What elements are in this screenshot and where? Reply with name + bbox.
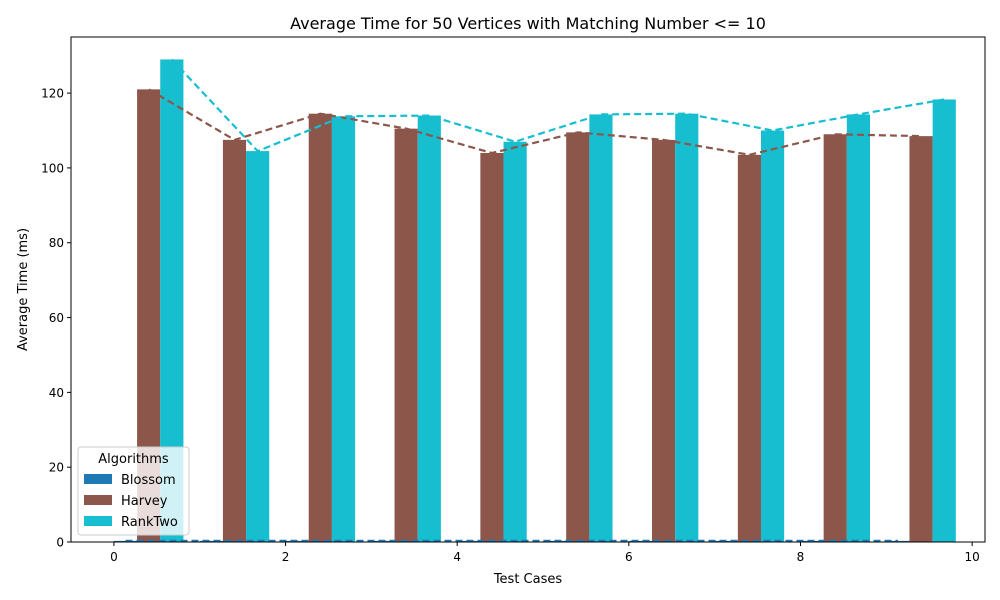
legend-swatch-harvey [84,495,112,505]
y-axis-ticks: 0 20 40 60 80 100 120 [41,87,71,550]
y-tick-label: 80 [49,236,64,250]
legend-title: Algorithms [98,452,169,467]
plot-frame [70,36,986,543]
ranktwo-bar [589,114,613,542]
x-tick-label: 8 [797,550,805,564]
ranktwo-bar [417,115,441,543]
x-axis-label: Test Cases [493,572,563,587]
harvey-bar [909,136,933,542]
y-tick-label: 100 [41,161,64,175]
harvey-bar [480,152,504,543]
legend: Algorithms Blossom Harvey RankTwo [77,446,190,536]
legend-label-harvey: Harvey [121,494,168,509]
bars-layer [113,59,956,543]
harvey-bar [394,128,418,543]
y-tick-label: 20 [49,461,64,475]
y-tick-label: 0 [56,536,64,550]
legend-label-ranktwo: RankTwo [121,515,178,530]
legend-box [77,446,190,536]
harvey-bar [137,89,161,543]
plot-area [113,58,956,543]
blossom-bar [199,540,223,542]
legend-entries: Blossom Harvey RankTwo [84,473,178,530]
chart-title: Average Time for 50 Vertices with Matchi… [290,14,766,33]
harvey-bar [737,154,762,543]
harvey-trend-line [148,88,922,156]
y-tick-label: 40 [49,386,64,400]
legend-swatch-blossom [84,474,112,484]
x-tick-label: 4 [453,550,461,564]
harvey-bar [222,139,247,543]
legend-label-blossom: Blossom [121,473,176,488]
x-tick-label: 10 [964,550,979,564]
ranktwo-bar [503,141,527,543]
harvey-bar [823,134,847,542]
ranktwo-trend-line [170,58,945,153]
harvey-bar [308,113,332,543]
harvey-bar [652,139,676,543]
blossom-bar [113,540,138,542]
blossom-bar [628,540,653,542]
x-tick-label: 0 [110,550,118,564]
ranktwo-bar [246,151,270,542]
ranktwo-bar [932,99,956,542]
trend-lines-layer [125,58,945,543]
ranktwo-bar [846,114,870,542]
x-tick-label: 6 [625,550,633,564]
ranktwo-bar [761,130,785,542]
y-tick-label: 120 [41,87,64,101]
y-axis-label: Average Time (ms) [16,228,31,351]
x-tick-label: 2 [282,550,290,564]
ranktwo-bar [331,116,356,542]
ranktwo-bar [160,59,184,542]
ranktwo-bar [675,113,699,543]
harvey-bar [566,132,590,542]
legend-swatch-ranktwo [84,516,112,526]
x-axis-ticks: 0 2 4 6 8 10 [110,542,980,564]
y-tick-label: 60 [49,311,64,325]
